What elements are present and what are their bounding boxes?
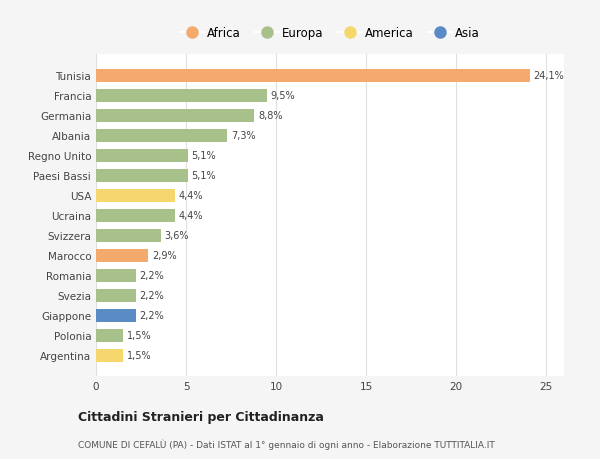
- Text: Cittadini Stranieri per Cittadinanza: Cittadini Stranieri per Cittadinanza: [78, 410, 324, 423]
- Text: 1,5%: 1,5%: [127, 350, 151, 360]
- Text: COMUNE DI CEFALÙ (PA) - Dati ISTAT al 1° gennaio di ogni anno - Elaborazione TUT: COMUNE DI CEFALÙ (PA) - Dati ISTAT al 1°…: [78, 439, 495, 449]
- Text: 5,1%: 5,1%: [191, 171, 216, 181]
- Bar: [96, 309, 136, 322]
- Text: 2,2%: 2,2%: [139, 270, 164, 280]
- Bar: [96, 209, 175, 222]
- Text: 24,1%: 24,1%: [533, 71, 564, 81]
- Bar: [96, 249, 148, 262]
- Legend: Africa, Europa, America, Asia: Africa, Europa, America, Asia: [175, 22, 485, 45]
- Bar: [96, 129, 227, 142]
- Bar: [96, 90, 267, 102]
- Bar: [96, 229, 161, 242]
- Bar: [96, 349, 123, 362]
- Bar: [96, 269, 136, 282]
- Bar: [96, 169, 188, 182]
- Text: 4,4%: 4,4%: [179, 191, 203, 201]
- Text: 5,1%: 5,1%: [191, 151, 216, 161]
- Text: 2,2%: 2,2%: [139, 291, 164, 301]
- Text: 2,2%: 2,2%: [139, 310, 164, 320]
- Text: 4,4%: 4,4%: [179, 211, 203, 221]
- Bar: [96, 189, 175, 202]
- Bar: [96, 110, 254, 123]
- Text: 9,5%: 9,5%: [271, 91, 295, 101]
- Bar: [96, 70, 530, 83]
- Text: 8,8%: 8,8%: [258, 111, 283, 121]
- Bar: [96, 150, 188, 162]
- Text: 7,3%: 7,3%: [231, 131, 256, 141]
- Bar: [96, 329, 123, 342]
- Bar: [96, 289, 136, 302]
- Text: 3,6%: 3,6%: [164, 231, 189, 241]
- Text: 2,9%: 2,9%: [152, 251, 176, 261]
- Text: 1,5%: 1,5%: [127, 330, 151, 340]
